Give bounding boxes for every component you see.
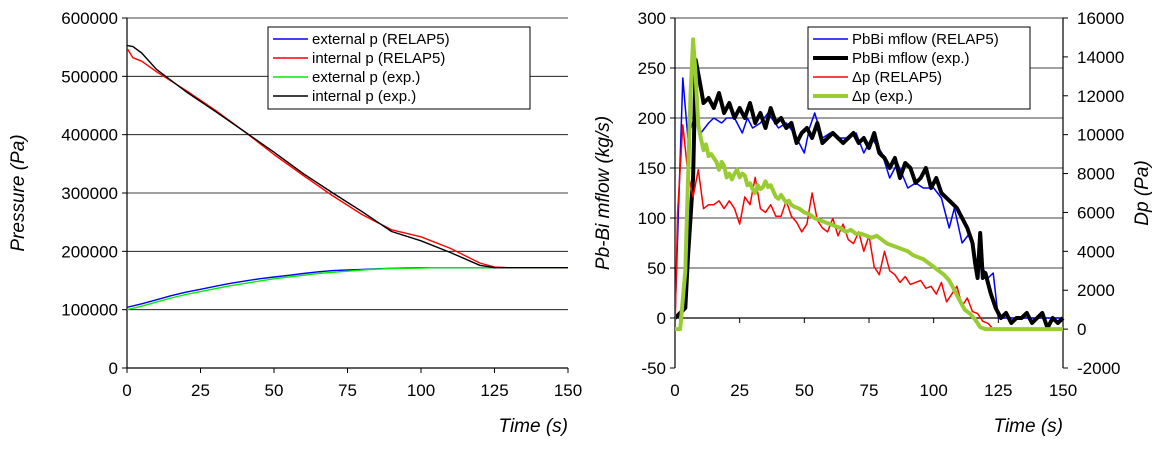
y2-tick-label: 4000 bbox=[1077, 242, 1115, 261]
y2-tick-label: 6000 bbox=[1077, 203, 1115, 222]
legend-label: internal p (exp.) bbox=[312, 88, 416, 105]
y2-tick-label: 0 bbox=[1077, 320, 1086, 339]
x-tick-label: 125 bbox=[480, 381, 508, 400]
y-tick-label: 500000 bbox=[61, 67, 118, 86]
y-tick-label: 100 bbox=[638, 209, 666, 228]
x-axis-label: Time (s) bbox=[994, 416, 1064, 437]
legend-label: PbBi mflow (RELAP5) bbox=[852, 31, 999, 48]
y2-tick-label: 16000 bbox=[1077, 9, 1124, 28]
legend-label: PbBi mflow (exp.) bbox=[852, 50, 970, 67]
x-tick-label: 100 bbox=[919, 381, 947, 400]
legend: PbBi mflow (RELAP5) PbBi mflow (exp.) Δp (… bbox=[807, 26, 1031, 110]
x-tick-label: 75 bbox=[860, 381, 879, 400]
x-tick-label: 50 bbox=[265, 381, 284, 400]
series-line-external-p-exp bbox=[127, 267, 568, 311]
y-tick-label: 200000 bbox=[61, 242, 118, 261]
series-line-pbbi-mflow-exp bbox=[675, 58, 1065, 330]
series-line-p-relap5 bbox=[675, 124, 1063, 330]
y-tick-label: 0 bbox=[109, 359, 118, 378]
series-line-external-p-relap5 bbox=[127, 267, 568, 308]
x-tick-label: 125 bbox=[984, 381, 1012, 400]
x-tick-label: 150 bbox=[554, 381, 582, 400]
legend: external p (RELAP5) internal p (RELAP5) ex… bbox=[267, 26, 531, 110]
y-tick-label: 200 bbox=[638, 109, 666, 128]
x-tick-label: 25 bbox=[730, 381, 749, 400]
x-tick-label: 25 bbox=[191, 381, 210, 400]
mflow-dp-chart: -50050100150200250300-200002000400060008… bbox=[593, 9, 1153, 437]
y2-tick-label: 12000 bbox=[1077, 87, 1124, 106]
legend-box bbox=[267, 26, 531, 110]
y-axis-label: Pressure (Pa) bbox=[8, 134, 29, 251]
y-tick-label: 600000 bbox=[61, 9, 118, 28]
x-tick-label: 50 bbox=[795, 381, 814, 400]
y2-axis-label: Dp (Pa) bbox=[1132, 160, 1153, 225]
x-axis-label: Time (s) bbox=[499, 416, 569, 437]
y-tick-label: -50 bbox=[641, 359, 666, 378]
y-tick-label: 300 bbox=[638, 9, 666, 28]
x-tick-label: 150 bbox=[1049, 381, 1077, 400]
x-tick-label: 100 bbox=[407, 381, 435, 400]
pressure-chart: 0 100000 200000 300000 400000 500000 600000 0 25… bbox=[8, 9, 582, 437]
y-tick-label: 150 bbox=[638, 159, 666, 178]
y-axis-label: Pb-Bi mflow (kg/s) bbox=[593, 116, 614, 270]
y2-tick-label: 2000 bbox=[1077, 281, 1115, 300]
x-tick-label: 0 bbox=[122, 381, 131, 400]
y2-tick-label: -2000 bbox=[1077, 359, 1120, 378]
series-line-internal-p-exp bbox=[127, 44, 568, 269]
y-tick-label: 250 bbox=[638, 59, 666, 78]
y2-tick-label: 10000 bbox=[1077, 126, 1124, 145]
legend-label: external p (exp.) bbox=[312, 69, 420, 86]
y-tick-label: 100000 bbox=[61, 301, 118, 320]
y-tick-label: 0 bbox=[657, 309, 666, 328]
series-line-p-exp bbox=[675, 37, 1063, 332]
legend-label: external p (RELAP5) bbox=[312, 31, 450, 48]
x-tick-label: 0 bbox=[670, 381, 679, 400]
y2-tick-label: 8000 bbox=[1077, 165, 1115, 184]
y-tick-label: 300000 bbox=[61, 184, 118, 203]
y-tick-label: 50 bbox=[647, 259, 666, 278]
x-tick-label: 75 bbox=[338, 381, 357, 400]
y2-tick-label: 14000 bbox=[1077, 48, 1124, 67]
legend-label: Δp (exp.) bbox=[852, 88, 913, 105]
y-tick-label: 400000 bbox=[61, 126, 118, 145]
legend-label: internal p (RELAP5) bbox=[312, 50, 445, 67]
legend-label: Δp (RELAP5) bbox=[852, 69, 942, 86]
